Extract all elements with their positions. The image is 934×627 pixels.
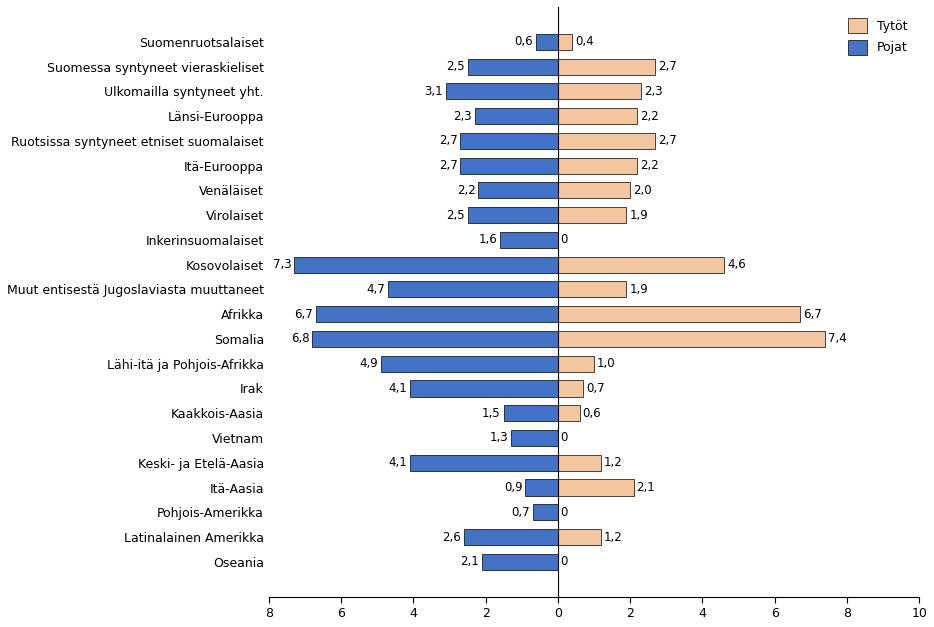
Text: 2,3: 2,3 bbox=[644, 85, 662, 98]
Bar bbox=[500, 232, 558, 248]
Bar bbox=[558, 356, 594, 372]
Bar bbox=[511, 430, 558, 446]
Text: 2,2: 2,2 bbox=[640, 110, 659, 123]
Text: 2,3: 2,3 bbox=[453, 110, 472, 123]
Bar bbox=[536, 34, 558, 50]
Text: 2,0: 2,0 bbox=[633, 184, 652, 197]
Bar bbox=[316, 306, 558, 322]
Text: 0,6: 0,6 bbox=[583, 407, 601, 419]
Text: 0,4: 0,4 bbox=[575, 35, 594, 48]
Text: 2,1: 2,1 bbox=[460, 556, 479, 568]
Text: 1,2: 1,2 bbox=[604, 530, 623, 544]
Bar bbox=[558, 83, 641, 99]
Text: 6,7: 6,7 bbox=[803, 308, 822, 320]
Bar bbox=[410, 455, 558, 471]
Text: 2,7: 2,7 bbox=[658, 134, 677, 147]
Text: 2,2: 2,2 bbox=[640, 159, 659, 172]
Text: 3,1: 3,1 bbox=[424, 85, 443, 98]
Bar bbox=[558, 529, 601, 545]
Text: 2,7: 2,7 bbox=[658, 60, 677, 73]
Text: 0: 0 bbox=[560, 506, 568, 519]
Bar bbox=[558, 381, 583, 396]
Text: 6,8: 6,8 bbox=[290, 332, 309, 345]
Bar bbox=[446, 83, 558, 99]
Text: 1,6: 1,6 bbox=[478, 233, 497, 246]
Bar bbox=[558, 455, 601, 471]
Text: 7,3: 7,3 bbox=[273, 258, 291, 271]
Legend: Tytöt, Pojat: Tytöt, Pojat bbox=[843, 13, 913, 60]
Bar bbox=[294, 256, 558, 273]
Bar bbox=[558, 306, 800, 322]
Text: 2,5: 2,5 bbox=[446, 209, 464, 221]
Text: 1,9: 1,9 bbox=[630, 283, 648, 296]
Bar bbox=[388, 282, 558, 297]
Bar bbox=[558, 331, 825, 347]
Text: 2,1: 2,1 bbox=[637, 481, 656, 494]
Bar bbox=[482, 554, 558, 570]
Bar bbox=[468, 207, 558, 223]
Bar bbox=[525, 480, 558, 495]
Bar bbox=[558, 133, 656, 149]
Text: 4,1: 4,1 bbox=[388, 456, 407, 469]
Text: 0,9: 0,9 bbox=[503, 481, 522, 494]
Text: 1,9: 1,9 bbox=[630, 209, 648, 221]
Text: 0: 0 bbox=[560, 233, 568, 246]
Text: 1,2: 1,2 bbox=[604, 456, 623, 469]
Bar bbox=[468, 58, 558, 75]
Text: 4,1: 4,1 bbox=[388, 382, 407, 395]
Bar bbox=[460, 133, 558, 149]
Bar bbox=[558, 480, 633, 495]
Bar bbox=[381, 356, 558, 372]
Bar bbox=[312, 331, 558, 347]
Bar bbox=[558, 182, 630, 198]
Text: 0: 0 bbox=[560, 556, 568, 568]
Bar bbox=[464, 529, 558, 545]
Bar bbox=[558, 405, 579, 421]
Bar bbox=[558, 282, 627, 297]
Text: 0,7: 0,7 bbox=[511, 506, 530, 519]
Text: 2,7: 2,7 bbox=[439, 134, 458, 147]
Text: 4,9: 4,9 bbox=[360, 357, 378, 370]
Bar bbox=[474, 108, 558, 124]
Text: 0,7: 0,7 bbox=[586, 382, 604, 395]
Bar bbox=[558, 157, 637, 174]
Bar bbox=[410, 381, 558, 396]
Text: 0,6: 0,6 bbox=[515, 35, 533, 48]
Text: 1,3: 1,3 bbox=[489, 431, 508, 445]
Bar bbox=[532, 504, 558, 520]
Bar bbox=[558, 108, 637, 124]
Bar bbox=[478, 182, 558, 198]
Text: 6,7: 6,7 bbox=[294, 308, 313, 320]
Text: 2,7: 2,7 bbox=[439, 159, 458, 172]
Bar bbox=[558, 58, 656, 75]
Text: 4,7: 4,7 bbox=[366, 283, 385, 296]
Text: 1,0: 1,0 bbox=[597, 357, 616, 370]
Text: 4,6: 4,6 bbox=[727, 258, 745, 271]
Bar bbox=[558, 34, 573, 50]
Text: 7,4: 7,4 bbox=[828, 332, 847, 345]
Text: 2,2: 2,2 bbox=[457, 184, 475, 197]
Text: 0: 0 bbox=[560, 431, 568, 445]
Text: 2,5: 2,5 bbox=[446, 60, 464, 73]
Bar bbox=[558, 256, 724, 273]
Bar bbox=[503, 405, 558, 421]
Text: 1,5: 1,5 bbox=[482, 407, 501, 419]
Bar bbox=[460, 157, 558, 174]
Text: 2,6: 2,6 bbox=[443, 530, 461, 544]
Bar bbox=[558, 207, 627, 223]
